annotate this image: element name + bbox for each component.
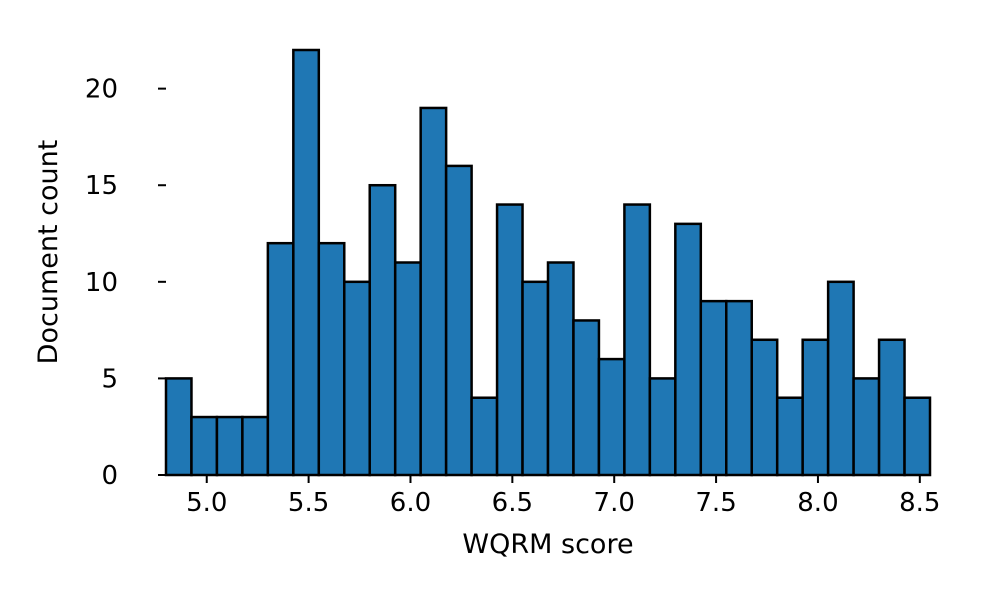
histogram-bar — [674, 222, 703, 477]
x-tick-label: 6.0 — [390, 488, 431, 518]
histogram-bar — [801, 338, 830, 477]
histogram-bar — [444, 164, 473, 477]
histogram-bar — [597, 357, 626, 477]
histogram-bar — [241, 415, 270, 477]
y-axis-ticks: 0 5 10 15 20 — [85, 75, 166, 491]
histogram-bar — [393, 261, 422, 477]
y-axis-label: Document count — [33, 140, 64, 365]
y-tick-label: 15 — [85, 171, 118, 201]
histogram-bar — [521, 280, 550, 477]
histogram-bar — [266, 241, 295, 477]
x-tick-label: 6.5 — [492, 488, 533, 518]
histogram-bar — [164, 377, 193, 477]
histogram-bar — [903, 396, 932, 477]
histogram-bar — [317, 241, 346, 477]
x-axis-ticks: 5.0 5.5 6.0 6.5 7.0 7.5 8.0 8.5 — [186, 475, 940, 518]
histogram-bar — [572, 319, 601, 477]
histogram-bar — [699, 299, 728, 477]
histogram-bar — [190, 415, 219, 477]
histogram-bar — [419, 106, 448, 477]
histogram-bar — [852, 377, 881, 477]
histogram-bar — [877, 338, 906, 477]
x-tick-label: 7.0 — [594, 488, 635, 518]
y-tick-label: 0 — [101, 461, 118, 491]
histogram-bar — [215, 415, 244, 477]
histogram-bar — [470, 396, 499, 477]
histogram-bar — [775, 396, 804, 477]
x-tick-label: 8.0 — [797, 488, 838, 518]
x-tick-label: 5.5 — [288, 488, 329, 518]
x-tick-label: 5.0 — [186, 488, 227, 518]
histogram-bar — [725, 299, 753, 477]
histogram-bar — [648, 377, 677, 477]
x-axis-label: WQRM score — [462, 529, 633, 560]
bars-group — [164, 48, 932, 477]
histogram-bar — [495, 203, 524, 477]
histogram-bar — [292, 48, 321, 477]
y-tick-label: 5 — [101, 364, 118, 394]
histogram-bar — [750, 338, 779, 477]
histogram-bar — [546, 261, 575, 477]
x-tick-label: 8.5 — [899, 488, 940, 518]
x-tick-label: 7.5 — [695, 488, 736, 518]
y-tick-label: 10 — [85, 268, 118, 298]
histogram-bar — [368, 183, 397, 477]
y-tick-label: 20 — [85, 75, 118, 105]
histogram-bar — [623, 203, 652, 477]
histogram-bar — [826, 280, 855, 477]
histogram-bar — [343, 280, 371, 477]
